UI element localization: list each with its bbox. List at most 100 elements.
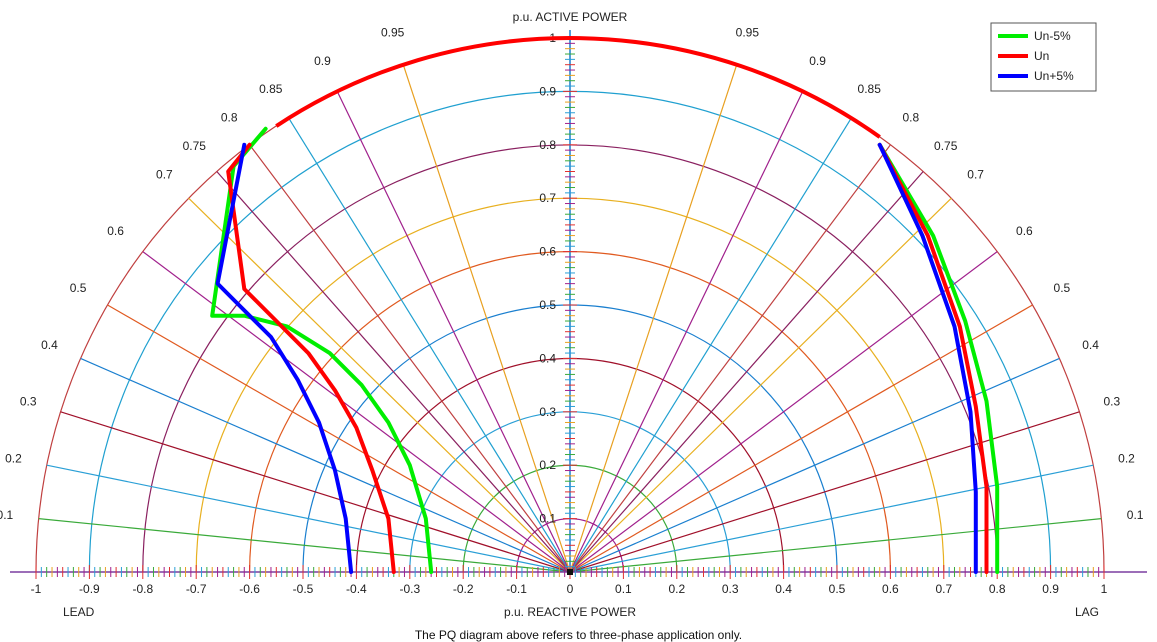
pf-ray: [46, 464, 571, 573]
pf-label: 0.8: [221, 111, 238, 125]
y-tick-label: 0.4: [539, 351, 556, 365]
x-tick-label: -0.6: [239, 582, 260, 596]
x-tick-label: 0.8: [989, 582, 1006, 596]
y-tick-label: 0.2: [539, 458, 556, 472]
rated-limit-arc: [275, 36, 881, 139]
pf-ray: [569, 357, 1060, 573]
pf-ray: [336, 91, 571, 573]
x-tick-label: 0.9: [1042, 582, 1059, 596]
x-tick-label: 0.7: [935, 582, 952, 596]
x-tick-label: 0.6: [882, 582, 899, 596]
pf-label: 0.85: [858, 82, 882, 96]
x-axis-title: p.u. REACTIVE POWER: [504, 605, 636, 619]
pf-ray: [80, 357, 571, 573]
pf-ray: [288, 117, 571, 573]
pf-label: 0.3: [1103, 395, 1120, 409]
x-tick-label: 0.3: [722, 582, 739, 596]
origin-marker: [567, 569, 573, 575]
pf-ray: [569, 91, 804, 573]
x-tick-label: 1: [1101, 582, 1108, 596]
pf-label: 0.95: [736, 25, 760, 39]
pf-ray: [142, 251, 571, 573]
pf-label: 0.6: [1016, 224, 1033, 238]
pf-label: 0.7: [156, 167, 173, 181]
x-tick-label: -0.8: [132, 582, 153, 596]
pf-ray: [569, 117, 852, 573]
legend-label: Un-5%: [1034, 29, 1071, 43]
y-tick-label: 0.1: [539, 512, 556, 526]
x-tick-label: -0.1: [506, 582, 527, 596]
pf-label: 0.5: [1054, 281, 1071, 295]
pf-label: 0.85: [259, 82, 283, 96]
pf-ray: [569, 197, 952, 573]
capability-curves: [210, 36, 1000, 575]
y-tick-label: 0.8: [539, 138, 556, 152]
curve-lead-un-5-: [215, 142, 354, 574]
pf-label: 0.1: [1127, 508, 1144, 522]
pf-label: 0.9: [809, 54, 826, 68]
pf-ray: [249, 144, 571, 573]
pf-ray: [569, 64, 738, 573]
pf-label: 0.3: [20, 395, 37, 409]
y-axis-title: p.u. ACTIVE POWER: [513, 10, 628, 24]
lead-label: LEAD: [63, 605, 95, 619]
curve-lag-un-5-: [877, 142, 978, 574]
pf-ray: [569, 518, 1102, 573]
x-tick-label: -0.5: [293, 582, 314, 596]
y-axis-ticks: 0.10.20.30.40.50.60.70.80.91: [539, 31, 577, 568]
pf-ray: [188, 197, 571, 573]
legend: Un-5% Un Un+5%: [990, 22, 1097, 92]
pq-diagram-chart: -1 -0.9 -0.8 -0.7 -0.6 -0.5 -0.4 -0.3 -0.2 -0.1 0 0…: [0, 10, 1147, 619]
y-tick-label: 0.3: [539, 405, 556, 419]
x-tick-label: -1: [31, 582, 42, 596]
pf-ray: [402, 64, 571, 573]
x-tick-label: 0: [567, 582, 574, 596]
pf-label: 0.9: [314, 54, 331, 68]
y-tick-label: 0.7: [539, 191, 556, 205]
pf-ray: [38, 518, 571, 573]
x-tick-label: 0.2: [668, 582, 685, 596]
pf-label: 0.2: [5, 451, 22, 465]
pf-label: 0.4: [41, 338, 58, 352]
power-factor-labels: 0.1 0.1 0.2 0.2 0.3 0.3 0.4 0.4 0.5 0.5 0.6 0.6 0.7 0…: [0, 25, 1144, 522]
ray-grid: [38, 64, 1102, 573]
pf-ray: [60, 411, 571, 573]
y-tick-label: 0.5: [539, 298, 556, 312]
pf-ray: [569, 464, 1094, 573]
x-tick-label: 0.4: [775, 582, 792, 596]
pf-label: 0.7: [967, 167, 984, 181]
pf-ray: [569, 171, 924, 573]
pf-ray: [569, 411, 1080, 573]
curve-lead-un: [226, 142, 396, 574]
curve-lag-un-5-: [877, 142, 1000, 574]
x-tick-label: -0.3: [399, 582, 420, 596]
legend-label: Un: [1034, 49, 1049, 63]
x-tick-label: 0.1: [615, 582, 632, 596]
pf-ray: [569, 304, 1033, 573]
pf-label: 0.6: [107, 224, 124, 238]
x-tick-label: -0.9: [79, 582, 100, 596]
pf-label: 0.1: [0, 508, 14, 522]
curve-lag-un: [877, 142, 989, 574]
y-tick-label: 0.6: [539, 245, 556, 259]
x-tick-label: 0.5: [829, 582, 846, 596]
x-tick-label: -0.4: [346, 582, 367, 596]
pf-ray: [569, 251, 998, 573]
legend-label: Un+5%: [1034, 69, 1074, 83]
pf-label: 0.2: [1118, 451, 1135, 465]
y-tick-label: 0.9: [539, 84, 556, 98]
x-axis-ticks: -1 -0.9 -0.8 -0.7 -0.6 -0.5 -0.4 -0.3 -0.2 -0.1 0 0…: [31, 565, 1108, 596]
pf-label: 0.5: [70, 281, 87, 295]
pf-label: 0.4: [1082, 338, 1099, 352]
pf-label: 0.75: [934, 139, 958, 153]
pf-ray: [569, 144, 891, 573]
pf-label: 0.75: [183, 139, 207, 153]
x-tick-label: -0.7: [186, 582, 207, 596]
pf-ray: [216, 171, 571, 573]
lag-label: LAG: [1075, 605, 1099, 619]
pf-ray: [107, 304, 571, 573]
caption: The PQ diagram above refers to three-pha…: [414, 628, 743, 642]
pf-label: 0.8: [902, 111, 919, 125]
pf-label: 0.95: [381, 25, 405, 39]
x-tick-label: -0.2: [453, 582, 474, 596]
